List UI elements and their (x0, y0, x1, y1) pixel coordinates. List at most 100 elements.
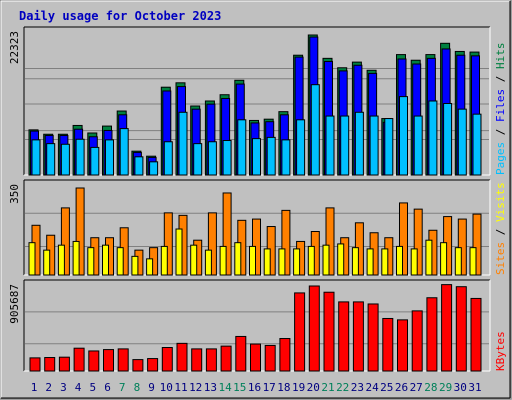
bar-pages (75, 138, 85, 176)
bar-visits-rect (472, 213, 482, 276)
bar-pages-rect (90, 146, 100, 176)
x-tick-label: 24 (365, 381, 379, 394)
bar-sites-rect (396, 245, 403, 276)
bar-pages (46, 143, 56, 176)
x-tick-label: 6 (104, 381, 111, 394)
x-tick-label: 20 (307, 381, 320, 394)
bar-pages-rect (193, 143, 203, 176)
bar-sites-rect (366, 248, 374, 276)
x-tick-label: 3 (60, 381, 67, 394)
bar-pages (105, 139, 114, 176)
bar-sites (57, 244, 65, 276)
bar-pages-rect (163, 141, 173, 176)
bar-sites-rect (322, 244, 330, 276)
bar-pages (340, 115, 350, 176)
bar-kbytes (58, 356, 70, 372)
bar-pages (457, 108, 467, 176)
bar-sites-rect (351, 247, 359, 276)
x-tick-label: 29 (439, 381, 452, 394)
bar-sites-rect (454, 247, 462, 276)
bar-pages (207, 141, 217, 176)
bar-visits (413, 208, 423, 276)
bar-pages (252, 138, 261, 176)
bar-visits-rect (163, 212, 173, 276)
bar-sites-rect (263, 248, 271, 276)
bar-sites-rect (43, 249, 51, 276)
bar-kbytes-rect (367, 303, 379, 372)
bar-kbytes (88, 350, 100, 372)
x-tick-label: 23 (351, 381, 364, 394)
bar-kbytes-rect (161, 347, 173, 372)
bar-kbytes-rect (382, 317, 394, 372)
panel-3: 905687 KBytes (8, 279, 507, 372)
bar-sites-rect (234, 242, 242, 276)
bar-pages (384, 118, 394, 176)
bar-visits-rect (399, 202, 408, 276)
bar-visits (472, 213, 482, 276)
bar-sites (366, 248, 374, 276)
bar-sites (219, 245, 227, 276)
x-tick-label: 4 (75, 381, 82, 394)
bar-sites-rect (102, 244, 109, 276)
bar-sites (131, 255, 139, 276)
bar-kbytes (338, 301, 350, 372)
bar-pages (266, 136, 276, 176)
bar-pages-rect (60, 143, 70, 176)
bar-pages (281, 139, 291, 176)
bar-visits-rect (325, 207, 335, 276)
bar-pages-rect (31, 139, 41, 176)
x-tick-label: 26 (395, 381, 408, 394)
bar-sites-rect (219, 245, 227, 276)
bar-pages-rect (266, 136, 276, 176)
bar-kbytes-rect (441, 284, 453, 372)
bar-pages (149, 161, 159, 176)
y-max-label: 905687 (8, 284, 21, 324)
bar-pages (119, 128, 129, 176)
bar-kbytes (470, 297, 482, 372)
bar-sites (322, 244, 330, 276)
bar-pages (222, 140, 232, 176)
x-tick-label: 27 (410, 381, 423, 394)
bar-kbytes (29, 357, 41, 372)
bar-pages (134, 156, 144, 176)
bar-sites (146, 258, 154, 276)
x-tick-label: 21 (321, 381, 334, 394)
bar-kbytes (397, 319, 408, 372)
legend-entry-pages: Pages (494, 142, 507, 175)
bar-sites-rect (190, 244, 198, 276)
bar-kbytes-rect (103, 349, 114, 372)
bar-sites (425, 239, 433, 276)
bar-kbytes (44, 357, 56, 372)
bar-pages (193, 143, 203, 176)
bar-sites (28, 242, 36, 276)
bar-pages-rect (413, 115, 423, 176)
bar-pages-rect (149, 161, 159, 176)
bar-visits-rect (281, 209, 291, 276)
bar-sites (116, 247, 124, 276)
bar-kbytes (455, 286, 467, 372)
bar-kbytes (323, 291, 335, 372)
legend-separator: / (494, 122, 507, 142)
legend-1: Pages / Files / Hits (494, 43, 507, 176)
x-tick-label: 1 (31, 381, 38, 394)
bar-visits-rect (222, 192, 232, 276)
bar-sites-rect (469, 247, 477, 276)
x-tick-label: 5 (89, 381, 96, 394)
bar-sites (102, 244, 109, 276)
bar-pages (90, 146, 100, 176)
y-max-label: 22323 (8, 31, 21, 64)
x-tick-label: 30 (454, 381, 467, 394)
bar-kbytes-rect (323, 291, 335, 372)
bar-visits (60, 207, 70, 276)
bar-visits-rect (457, 218, 467, 276)
x-tick-label: 12 (189, 381, 202, 394)
bar-sites-rect (160, 245, 168, 276)
bar-pages-rect (119, 128, 129, 176)
x-tick-label: 22 (336, 381, 349, 394)
bar-sites-rect (204, 249, 212, 276)
bar-pages-rect (134, 156, 144, 176)
bar-visits-rect (75, 187, 85, 276)
bar-kbytes (250, 343, 261, 372)
bar-kbytes-rect (44, 357, 56, 372)
